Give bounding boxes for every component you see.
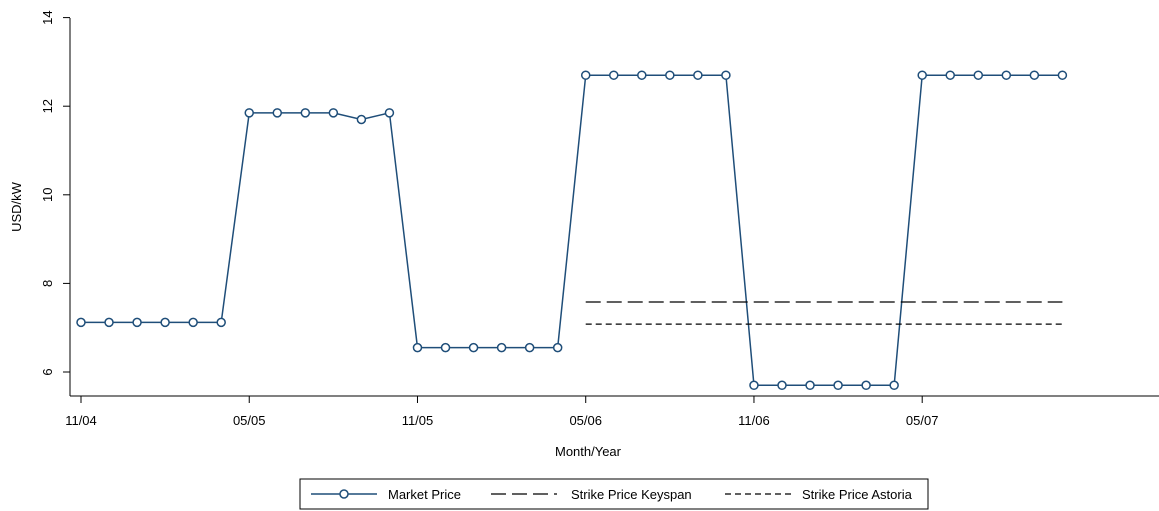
legend-frame — [299, 478, 929, 510]
legend: Market Price Strike Price Keyspan Strike… — [299, 478, 929, 510]
data-point-0-27 — [833, 380, 843, 391]
data-point-0-15 — [496, 342, 507, 353]
data-point-0-30 — [917, 70, 927, 80]
data-point-0-31 — [945, 70, 955, 80]
data-point-0-17 — [552, 342, 563, 353]
x-tick-label-05-06: 05/06 — [569, 413, 602, 428]
data-point-0-20 — [637, 70, 647, 80]
data-point-0-19 — [609, 70, 619, 80]
data-point-0-0 — [76, 317, 86, 328]
data-point-0-18 — [580, 70, 591, 80]
legend-item-strike-keyspan: Strike Price Keyspan — [491, 487, 692, 502]
x-tick-label-11-06: 11/06 — [738, 413, 770, 428]
data-point-0-3 — [160, 317, 170, 328]
data-point-0-5 — [216, 317, 226, 328]
x-tick-label-05-07: 05/07 — [906, 413, 939, 428]
x-tick-label-05-05: 05/05 — [233, 413, 266, 428]
legend-item-market-price: Market Price — [311, 487, 461, 502]
series-layer — [76, 70, 1068, 391]
legend-label-market-price: Market Price — [388, 487, 461, 502]
legend-marker-market-price — [339, 489, 349, 499]
data-point-0-22 — [693, 70, 703, 80]
data-point-0-23 — [721, 70, 731, 80]
data-point-0-29 — [889, 380, 899, 391]
y-tick-label-14: 14 — [40, 10, 55, 24]
x-ticks: 11/04 05/05 11/05 05/06 11/06 05/07 — [65, 396, 938, 428]
data-point-0-11 — [384, 108, 395, 118]
plot-area: 6 8 10 12 14 11/04 05/05 11/05 05/06 11/06 05/07 — [40, 10, 1159, 428]
data-point-0-1 — [104, 317, 114, 328]
data-point-0-7 — [272, 108, 283, 118]
data-point-0-4 — [188, 317, 198, 328]
data-point-0-24 — [749, 380, 759, 391]
legend-label-strike-astoria: Strike Price Astoria — [802, 487, 913, 502]
data-point-0-10 — [356, 114, 367, 125]
data-point-0-34 — [1029, 70, 1040, 80]
data-point-0-9 — [328, 108, 339, 118]
data-point-0-28 — [861, 380, 871, 391]
y-axis-title: USD/kW — [9, 181, 24, 232]
x-tick-label-11-04: 11/04 — [65, 413, 97, 428]
legend-label-strike-keyspan: Strike Price Keyspan — [571, 487, 692, 502]
x-axis-title: Month/Year — [555, 444, 622, 459]
data-point-0-12 — [412, 342, 423, 353]
y-tick-label-8: 8 — [40, 280, 55, 287]
data-point-0-25 — [777, 380, 787, 391]
y-tick-label-6: 6 — [40, 368, 55, 375]
y-ticks: 6 8 10 12 14 — [40, 10, 70, 376]
data-point-0-8 — [300, 108, 311, 118]
data-point-0-21 — [665, 70, 675, 80]
data-point-0-26 — [805, 380, 815, 391]
data-point-0-13 — [440, 342, 451, 353]
data-point-0-16 — [524, 342, 535, 353]
data-point-0-32 — [973, 70, 984, 80]
data-point-0-6 — [244, 108, 254, 118]
data-point-0-35 — [1057, 70, 1068, 80]
y-tick-label-10: 10 — [40, 188, 55, 202]
y-tick-label-12: 12 — [40, 99, 55, 113]
data-point-0-2 — [132, 317, 142, 328]
x-tick-label-11-05: 11/05 — [402, 413, 434, 428]
data-point-0-14 — [468, 342, 479, 353]
data-point-0-33 — [1001, 70, 1012, 80]
series-line-0 — [81, 74, 1063, 387]
legend-item-strike-astoria: Strike Price Astoria — [725, 487, 913, 502]
